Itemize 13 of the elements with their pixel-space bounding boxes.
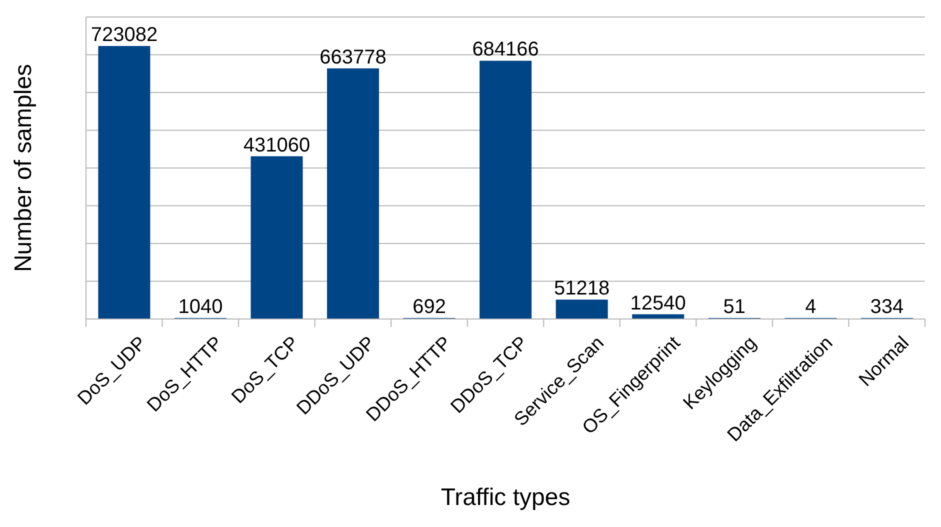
data-label: 1040 [178,296,223,318]
data-label: 51 [723,296,746,318]
data-label: 4 [805,296,816,318]
data-label: 51218 [554,278,610,300]
data-label: 663778 [320,46,386,68]
data-label: 692 [412,296,446,318]
data-label: 12540 [630,292,686,314]
data-label: 334 [870,296,904,318]
data-label: 431060 [243,134,310,156]
x-axis-title: Traffic types [440,484,572,512]
data-label: 723082 [90,24,158,46]
y-axis-title: Number of samples [10,64,38,272]
data-label: 684166 [472,38,539,61]
